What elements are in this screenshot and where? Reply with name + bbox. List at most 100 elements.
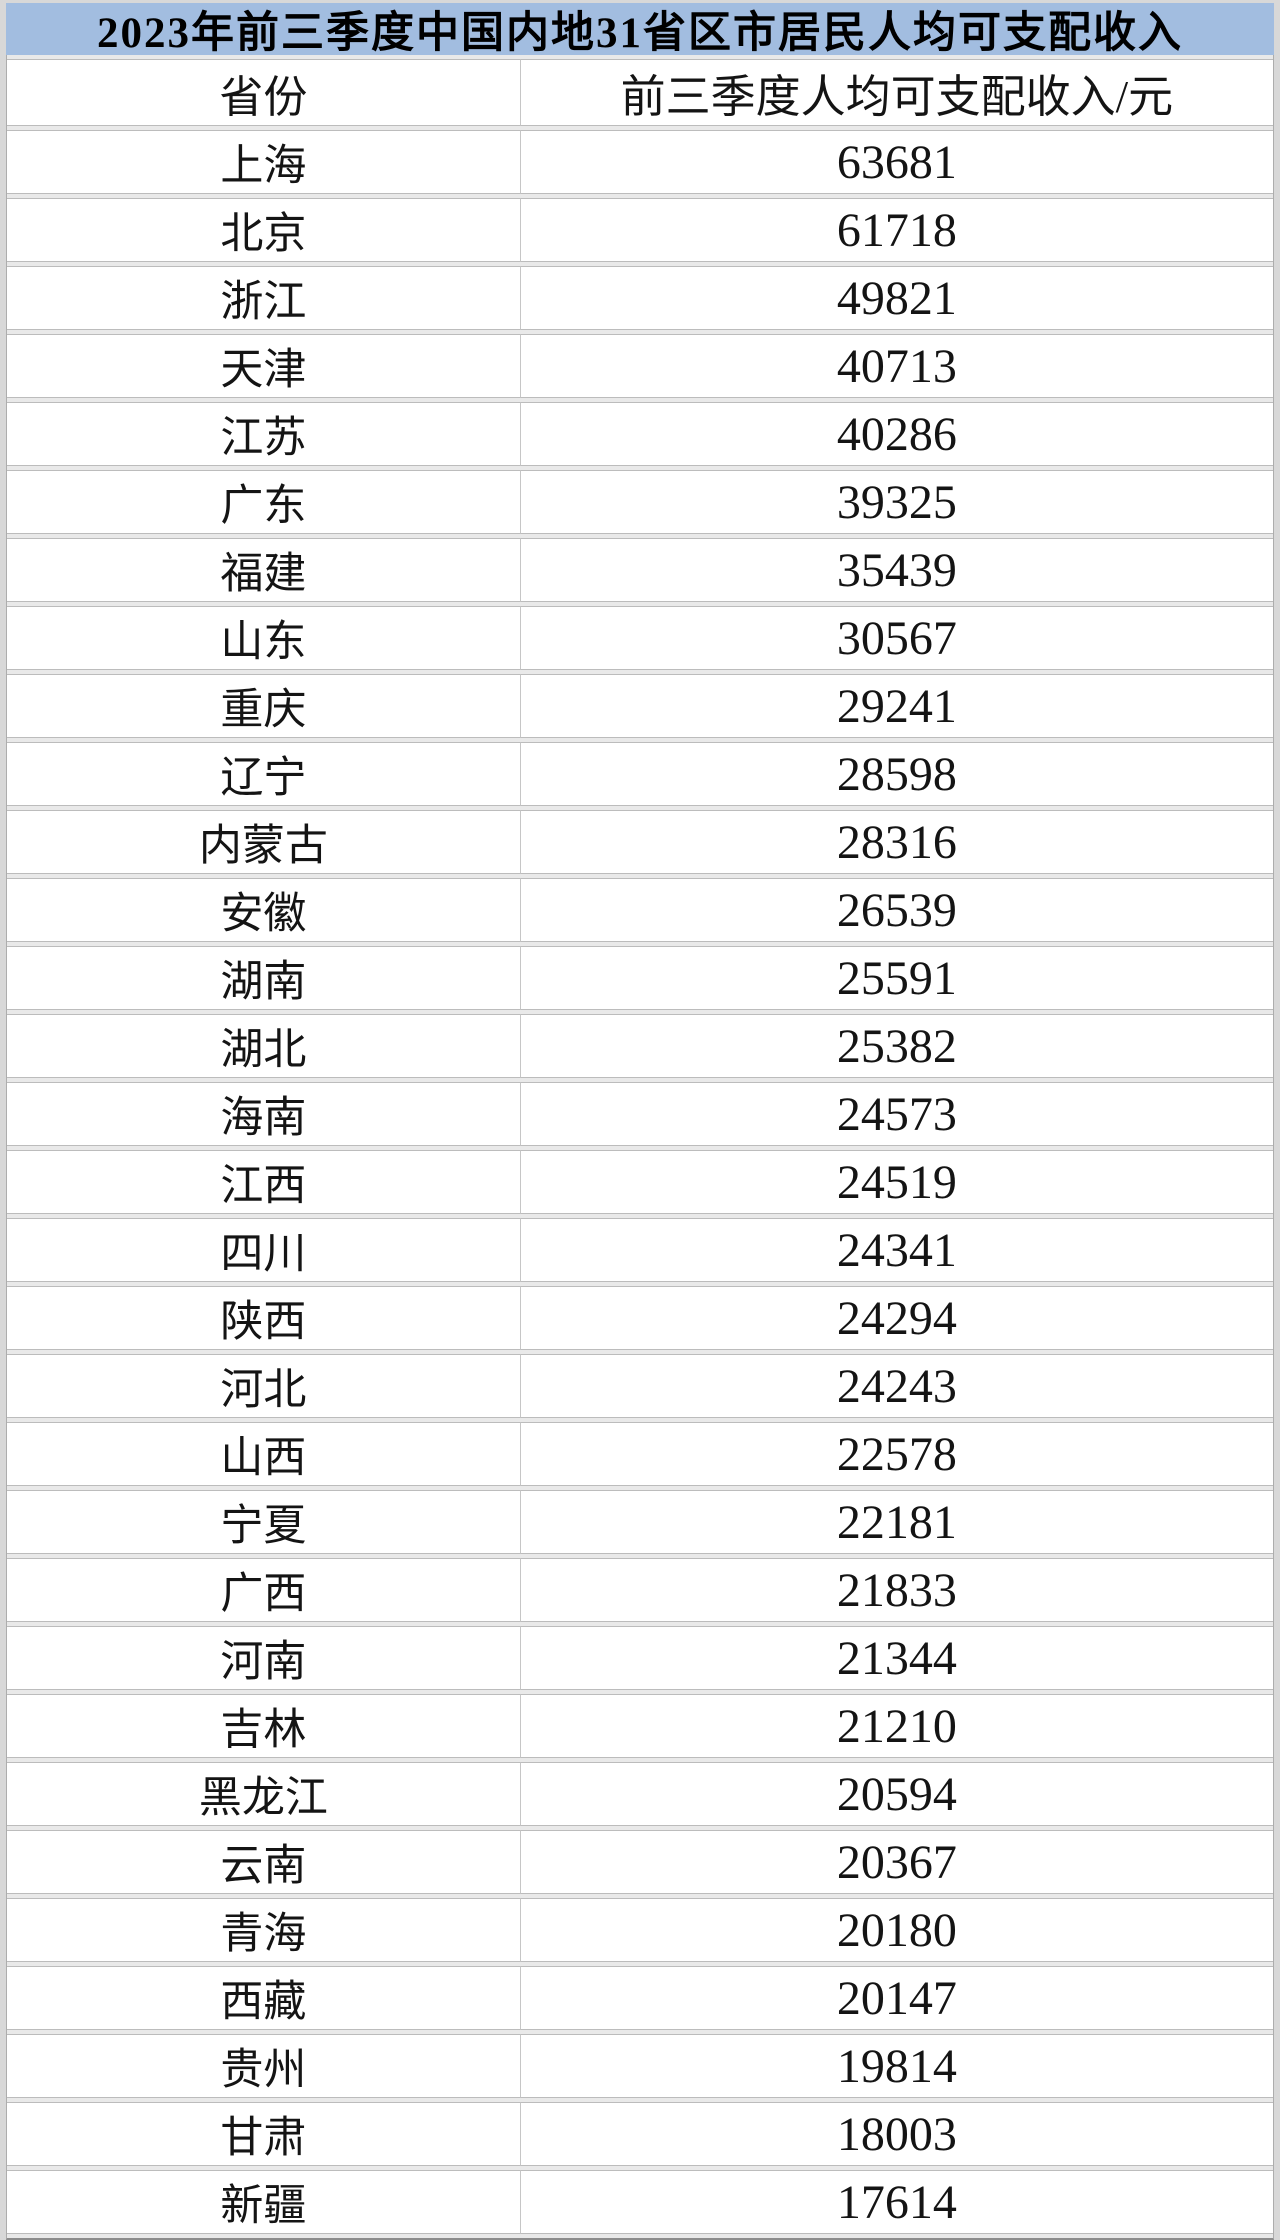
income-cell: 28598 [520, 742, 1273, 806]
table-row: 青海 20180 [7, 1898, 1273, 1962]
table-row: 河南 21344 [7, 1626, 1273, 1690]
province-cell: 贵州 [7, 2034, 521, 2098]
province-cell: 吉林 [7, 1694, 521, 1758]
income-table: 省份 前三季度人均可支配收入/元 上海 63681 北京 61718 浙江 49821 天津… [6, 55, 1274, 2240]
table-row: 宁夏 22181 [7, 1490, 1273, 1554]
province-cell: 江苏 [7, 402, 521, 466]
table-row: 西藏 20147 [7, 1966, 1273, 2030]
table-row: 江苏 40286 [7, 402, 1273, 466]
table-row: 重庆 29241 [7, 674, 1273, 738]
income-cell: 22181 [520, 1490, 1273, 1554]
province-cell: 广东 [7, 470, 521, 534]
province-cell: 四川 [7, 1218, 521, 1282]
income-cell: 24519 [520, 1150, 1273, 1214]
income-cell: 17614 [520, 2170, 1273, 2234]
income-cell: 35439 [520, 538, 1273, 602]
table-row: 甘肃 18003 [7, 2102, 1273, 2166]
income-cell: 25591 [520, 946, 1273, 1010]
income-cell: 63681 [520, 130, 1273, 194]
province-cell: 内蒙古 [7, 810, 521, 874]
province-cell: 江西 [7, 1150, 521, 1214]
province-cell: 河北 [7, 1354, 521, 1418]
table-row: 云南 20367 [7, 1830, 1273, 1894]
province-cell: 河南 [7, 1626, 521, 1690]
table-row: 江西 24519 [7, 1150, 1273, 1214]
table-row: 四川 24341 [7, 1218, 1273, 1282]
province-cell: 湖北 [7, 1014, 521, 1078]
province-cell: 甘肃 [7, 2102, 521, 2166]
table-row: 北京 61718 [7, 198, 1273, 262]
header-income: 前三季度人均可支配收入/元 [520, 59, 1273, 126]
income-cell: 39325 [520, 470, 1273, 534]
province-cell: 陕西 [7, 1286, 521, 1350]
income-cell: 24243 [520, 1354, 1273, 1418]
income-cell: 26539 [520, 878, 1273, 942]
table-row: 广西 21833 [7, 1558, 1273, 1622]
income-cell: 24573 [520, 1082, 1273, 1146]
table-row: 广东 39325 [7, 470, 1273, 534]
income-cell: 20594 [520, 1762, 1273, 1826]
province-cell: 广西 [7, 1558, 521, 1622]
province-cell: 安徽 [7, 878, 521, 942]
table-title: 2023年前三季度中国内地31省区市居民人均可支配收入 [6, 3, 1274, 57]
income-cell: 18003 [520, 2102, 1273, 2166]
province-cell: 上海 [7, 130, 521, 194]
income-cell: 21833 [520, 1558, 1273, 1622]
income-cell: 29241 [520, 674, 1273, 738]
table-row: 天津 40713 [7, 334, 1273, 398]
income-cell: 30567 [520, 606, 1273, 670]
income-cell: 22578 [520, 1422, 1273, 1486]
income-cell: 19814 [520, 2034, 1273, 2098]
income-cell: 24341 [520, 1218, 1273, 1282]
province-cell: 辽宁 [7, 742, 521, 806]
table-row: 山西 22578 [7, 1422, 1273, 1486]
income-cell: 21344 [520, 1626, 1273, 1690]
income-cell: 40713 [520, 334, 1273, 398]
income-cell: 61718 [520, 198, 1273, 262]
province-cell: 北京 [7, 198, 521, 262]
province-cell: 海南 [7, 1082, 521, 1146]
province-cell: 湖南 [7, 946, 521, 1010]
province-cell: 青海 [7, 1898, 521, 1962]
table-row: 新疆 17614 [7, 2170, 1273, 2234]
income-table-sheet: 2023年前三季度中国内地31省区市居民人均可支配收入 省份 前三季度人均可支配… [6, 3, 1274, 2240]
table-row: 贵州 19814 [7, 2034, 1273, 2098]
province-cell: 山东 [7, 606, 521, 670]
table-row: 山东 30567 [7, 606, 1273, 670]
province-cell: 山西 [7, 1422, 521, 1486]
income-cell: 24294 [520, 1286, 1273, 1350]
province-cell: 天津 [7, 334, 521, 398]
province-cell: 宁夏 [7, 1490, 521, 1554]
income-cell: 20180 [520, 1898, 1273, 1962]
table-row: 内蒙古 28316 [7, 810, 1273, 874]
income-cell: 21210 [520, 1694, 1273, 1758]
table-row: 湖南 25591 [7, 946, 1273, 1010]
province-cell: 重庆 [7, 674, 521, 738]
table-row: 海南 24573 [7, 1082, 1273, 1146]
table-row: 上海 63681 [7, 130, 1273, 194]
table-row: 河北 24243 [7, 1354, 1273, 1418]
province-cell: 新疆 [7, 2170, 521, 2234]
province-cell: 福建 [7, 538, 521, 602]
table-row: 辽宁 28598 [7, 742, 1273, 806]
table-row: 湖北 25382 [7, 1014, 1273, 1078]
income-cell: 49821 [520, 266, 1273, 330]
table-row: 福建 35439 [7, 538, 1273, 602]
table-row: 陕西 24294 [7, 1286, 1273, 1350]
table-row: 安徽 26539 [7, 878, 1273, 942]
income-cell: 28316 [520, 810, 1273, 874]
province-cell: 云南 [7, 1830, 521, 1894]
province-cell: 西藏 [7, 1966, 521, 2030]
table-row: 浙江 49821 [7, 266, 1273, 330]
table-row: 吉林 21210 [7, 1694, 1273, 1758]
income-cell: 20367 [520, 1830, 1273, 1894]
income-cell: 40286 [520, 402, 1273, 466]
table-body: 上海 63681 北京 61718 浙江 49821 天津 40713 江苏 40286 广东 393… [7, 130, 1273, 2234]
province-cell: 浙江 [7, 266, 521, 330]
header-province: 省份 [7, 59, 521, 126]
province-cell: 黑龙江 [7, 1762, 521, 1826]
income-cell: 25382 [520, 1014, 1273, 1078]
income-cell: 20147 [520, 1966, 1273, 2030]
table-row: 黑龙江 20594 [7, 1762, 1273, 1826]
header-row: 省份 前三季度人均可支配收入/元 [7, 59, 1273, 126]
